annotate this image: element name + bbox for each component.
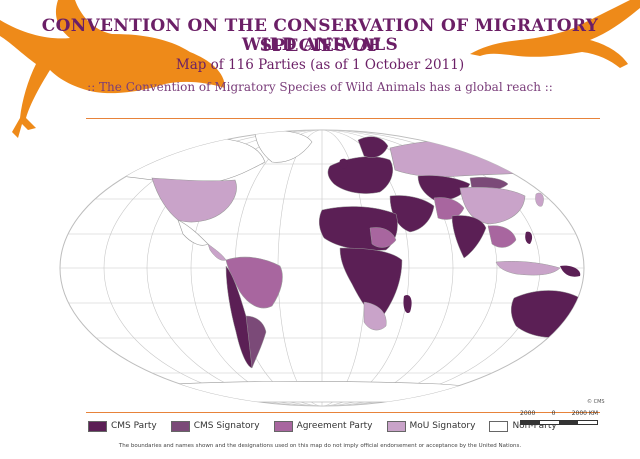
legend-item-mou-signatory: MoU Signatory (386, 420, 476, 432)
bottom-divider (86, 412, 600, 413)
region-argentina (245, 315, 267, 369)
region-usa (151, 177, 237, 223)
bird-silhouette-left-icon (0, 0, 225, 138)
legend-label: MoU Signatory (409, 421, 476, 431)
legend-swatch (273, 420, 293, 432)
region-papua (560, 265, 581, 277)
disclaimer: The boundaries and names shown and the d… (118, 443, 522, 449)
region-southeast-asia (487, 225, 517, 248)
legend-swatch (88, 420, 107, 432)
subtitle: Map of 116 Parties (as of 1 October 2011… (175, 57, 465, 73)
tagline: :: The Convention of Migratory Species o… (87, 80, 553, 94)
legend-item-non-party: Non-Party (489, 420, 557, 432)
title-line-2: WILD ANIMALS (241, 35, 399, 55)
legend-swatch (489, 420, 509, 432)
legend-label: CMS Party (111, 421, 157, 431)
region-central-asia (417, 175, 471, 201)
region-scandinavia (357, 136, 389, 158)
region-madagascar (403, 294, 412, 314)
legend-label: Non-Party (512, 421, 557, 431)
legend-item-agreement-party: Agreement Party (273, 420, 373, 432)
region-china (459, 186, 526, 225)
region-antarctica (78, 381, 561, 403)
region-new-zealand (587, 335, 595, 348)
legend-swatch (386, 420, 406, 432)
copyright-note: © CMS (587, 399, 605, 405)
bird-silhouette-right-icon (470, 0, 640, 68)
region-philippines (525, 231, 533, 244)
region-iran-afghanistan (433, 197, 465, 220)
legend: CMS Party CMS Signatory Agreement Party … (88, 419, 571, 433)
legend-label: CMS Signatory (193, 421, 260, 431)
region-greenland (254, 130, 313, 163)
region-indonesia (495, 261, 561, 276)
region-australia (511, 290, 584, 338)
world-map (59, 129, 595, 407)
scale-bar: 2000 0 2000 KM (520, 410, 598, 425)
legend-item-cms-signatory: CMS Signatory (170, 420, 260, 432)
region-japan (535, 192, 544, 207)
legend-swatch (170, 420, 190, 432)
region-sudan (369, 227, 397, 248)
scale-label-mid: 0 (551, 410, 556, 417)
region-uk (339, 158, 348, 169)
region-india (451, 215, 487, 259)
top-divider (86, 118, 600, 119)
region-southern-africa (363, 301, 387, 331)
scale-label-left: 2000 (520, 410, 536, 417)
scale-bar-graphic (520, 420, 598, 425)
legend-label: Agreement Party (296, 421, 373, 431)
legend-item-cms-party: CMS Party (88, 420, 157, 432)
title-line-1: CONVENTION ON THE CONSERVATION OF MIGRAT… (41, 16, 599, 56)
scale-label-right: 2000 KM (571, 410, 598, 417)
